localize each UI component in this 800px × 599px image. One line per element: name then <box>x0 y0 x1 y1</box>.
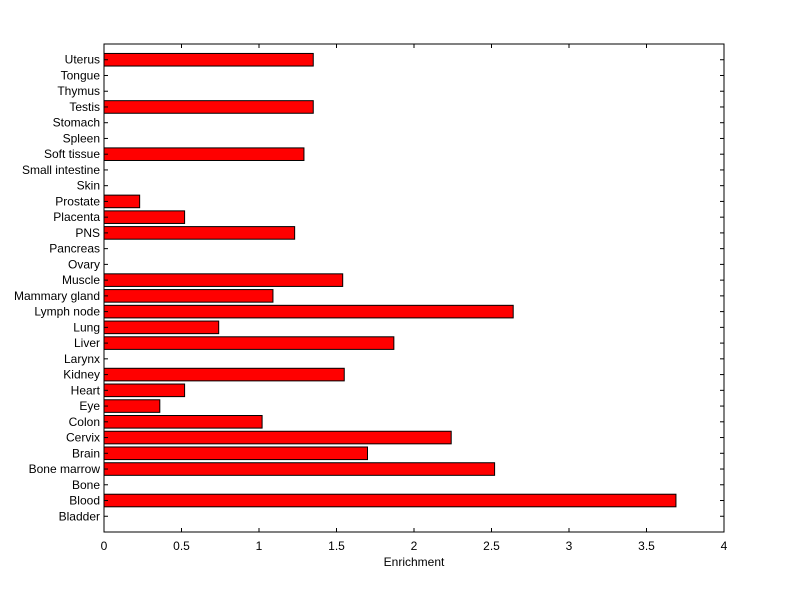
y-tick-label: Cervix <box>66 431 100 445</box>
bar-eye <box>103 399 161 413</box>
y-tick-label: Skin <box>77 179 100 193</box>
x-axis-ticks: 0 0.5 1 1.5 2 2.5 3 3.5 4 <box>101 44 728 553</box>
x-tick-label: 1.5 <box>328 539 345 553</box>
y-tick-label: Lymph node <box>34 305 100 319</box>
y-tick-label: Tongue <box>61 68 101 82</box>
y-tick-label: Eye <box>79 399 100 413</box>
x-tick-label: 2 <box>411 539 418 553</box>
bar-cervix <box>103 430 452 445</box>
y-tick-label: Uterus <box>65 53 100 67</box>
y-tick-label: Spleen <box>63 131 100 145</box>
y-tick-label: Small intestine <box>22 163 100 177</box>
y-tick-label: Placenta <box>53 210 100 224</box>
x-tick-label: 0 <box>101 539 108 553</box>
bar-prostate <box>103 194 141 209</box>
y-tick-label: Muscle <box>62 273 100 287</box>
x-tick-label: 4 <box>721 539 728 553</box>
bar-brain <box>103 446 368 461</box>
bar-placenta <box>103 210 186 224</box>
x-tick-label: 0.5 <box>173 539 190 553</box>
y-tick-label: Bladder <box>59 509 100 523</box>
y-tick-label: Thymus <box>57 84 100 98</box>
y-tick-label: Bone marrow <box>29 462 101 476</box>
bar-colon <box>103 415 263 429</box>
bar-kidney <box>103 367 345 382</box>
y-tick-label: Pancreas <box>49 242 100 256</box>
x-tick-label: 2.5 <box>483 539 500 553</box>
bar-blood <box>103 493 677 508</box>
y-tick-label: Testis <box>69 100 100 114</box>
y-tick-label: Kidney <box>63 368 100 382</box>
bar-soft-tissue <box>103 147 305 161</box>
bar-lymph-node <box>103 304 514 319</box>
bar-bone-marrow <box>103 462 496 476</box>
x-axis-label: Enrichment <box>384 555 445 569</box>
y-tick-label: Blood <box>69 494 100 508</box>
bar-pns <box>103 226 296 240</box>
y-tick-label: Ovary <box>68 257 100 271</box>
y-tick-label: Lung <box>73 320 100 334</box>
bars-group <box>103 52 677 508</box>
bar-liver <box>103 336 395 350</box>
y-tick-label: Soft tissue <box>44 147 100 161</box>
bar-muscle <box>103 273 344 287</box>
plot-area-frame <box>103 43 725 533</box>
y-tick-label: Stomach <box>53 116 100 130</box>
y-tick-label: Mammary gland <box>14 289 100 303</box>
bar-lung <box>103 320 220 335</box>
bar-uterus <box>103 52 314 67</box>
y-tick-label: Colon <box>69 415 100 429</box>
bar-mammary-gland <box>103 289 274 303</box>
x-tick-label: 3.5 <box>638 539 655 553</box>
y-tick-label: Brain <box>72 446 100 460</box>
y-tick-label: Prostate <box>55 194 100 208</box>
x-tick-label: 3 <box>566 539 573 553</box>
y-tick-label: Bone <box>72 478 100 492</box>
y-tick-label: PNS <box>75 226 100 240</box>
y-tick-label: Liver <box>74 336 100 350</box>
bar-heart <box>103 383 186 398</box>
x-tick-label: 1 <box>256 539 263 553</box>
bar-testis <box>103 100 314 114</box>
y-tick-label: Larynx <box>64 352 100 366</box>
y-tick-label: Heart <box>71 383 101 397</box>
